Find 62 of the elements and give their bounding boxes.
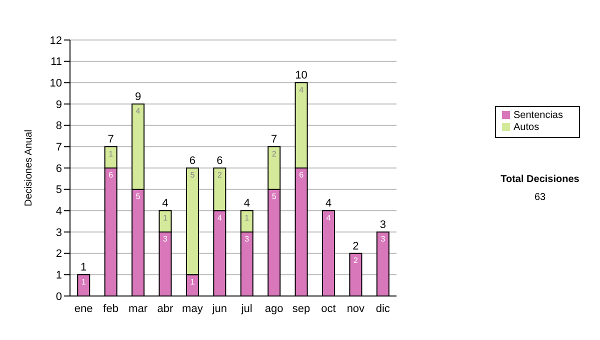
x-tick-label: ago — [264, 302, 284, 315]
y-tick-label: 4 — [56, 206, 62, 218]
y-tick-label: 3 — [56, 226, 62, 239]
y-tick-label: 6 — [56, 162, 62, 175]
y-tick-label: 7 — [56, 142, 62, 154]
total-label: 1 — [80, 262, 87, 274]
total-label: 4 — [244, 198, 250, 210]
text: 63 — [533, 192, 547, 203]
data-label: 2 — [353, 256, 358, 266]
y-tick-label: 10 — [50, 78, 62, 90]
x-tick-label: feb — [103, 302, 118, 315]
data-label: 1 — [108, 149, 114, 158]
total-label: 2 — [352, 240, 359, 252]
y-tick-label: 9 — [56, 98, 62, 111]
total-label: 3 — [380, 219, 386, 231]
legend-label: Autos — [514, 122, 540, 133]
total-label: 6 — [216, 155, 223, 167]
data-label: 4 — [326, 213, 332, 222]
total-label: 7 — [271, 134, 278, 146]
y-axis-title: Decisiones Anual — [24, 130, 35, 206]
data-label: 2 — [272, 149, 277, 158]
x-tick-label: jul — [240, 302, 252, 315]
x-tick-label: may — [182, 302, 204, 315]
total-label: 7 — [108, 134, 114, 146]
y-tick-label: 2 — [56, 248, 62, 260]
x-tick-label: nov — [346, 302, 366, 315]
data-label: 4 — [136, 106, 141, 116]
y-tick-label: 8 — [56, 120, 62, 132]
data-label: 4 — [217, 213, 222, 222]
y-tick-label: 5 — [56, 184, 62, 196]
y-tick-label: 11 — [50, 56, 62, 68]
data-label: 5 — [136, 192, 141, 202]
data-label: 6 — [299, 170, 304, 180]
data-label: 5 — [272, 192, 277, 202]
x-tick-label: dic — [376, 302, 390, 315]
data-label: 1 — [190, 277, 196, 286]
total-label: 4 — [162, 198, 168, 210]
x-tick-label: sep — [292, 302, 310, 315]
data-label: 3 — [244, 234, 250, 244]
x-tick-label: abr — [157, 302, 174, 315]
x-tick-label: ene — [74, 302, 93, 315]
data-label: 2 — [217, 170, 222, 180]
x-tick-label: oct — [321, 302, 336, 315]
total-label: 10 — [295, 70, 308, 82]
y-tick-label: 1 — [56, 270, 62, 282]
total-label: 9 — [134, 91, 142, 103]
x-tick-label: mar — [128, 302, 148, 315]
data-label: 1 — [163, 213, 168, 222]
data-label: 5 — [190, 170, 196, 180]
data-label: 6 — [108, 170, 114, 180]
text: Total Decisiones — [500, 174, 580, 185]
y-tick-label: 0 — [56, 290, 62, 303]
data-label: 3 — [380, 234, 386, 244]
x-tick-label: jun — [211, 302, 227, 315]
legend-label: Sentencias — [514, 110, 563, 121]
data-label: 3 — [163, 234, 168, 244]
total-label: 6 — [189, 155, 196, 167]
total-label: 4 — [325, 198, 332, 210]
data-label: 4 — [299, 85, 304, 94]
y-tick-label: 12 — [50, 34, 62, 47]
data-label: 1 — [244, 213, 250, 222]
data-label: 1 — [81, 277, 86, 286]
